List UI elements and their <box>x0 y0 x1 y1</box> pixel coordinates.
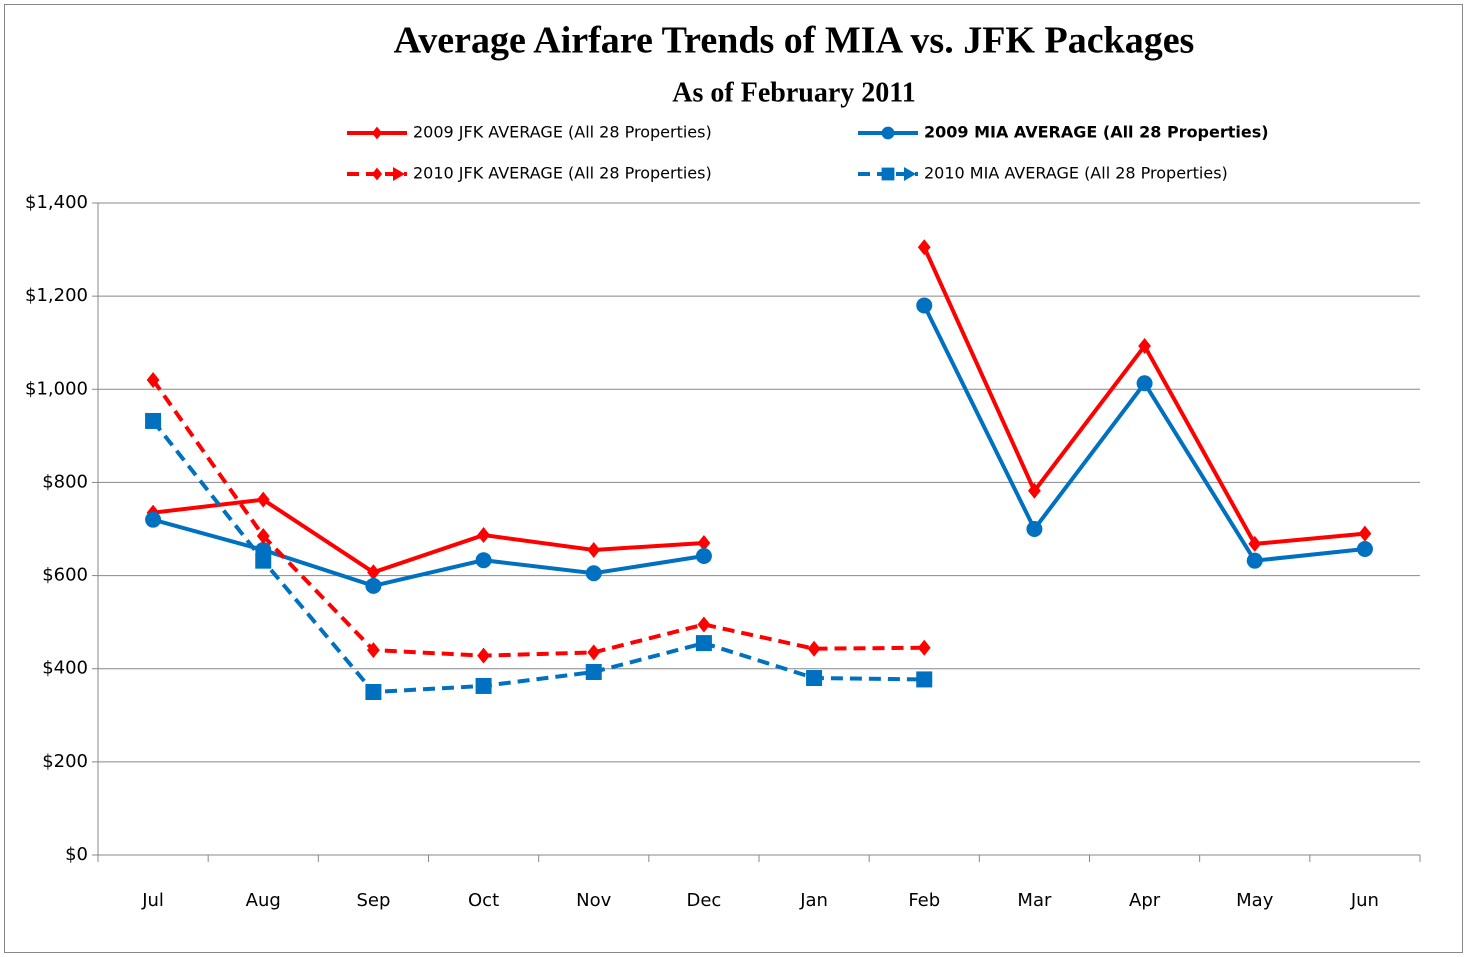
series-line <box>152 497 705 575</box>
x-tick-label: Dec <box>686 890 721 911</box>
marker <box>807 640 821 657</box>
legend-item: 2010 MIA AVERAGE (All 28 Properties) <box>858 164 1228 183</box>
marker <box>145 412 162 429</box>
marker <box>881 167 895 181</box>
x-tick-label: Sep <box>356 890 390 911</box>
marker <box>1248 535 1262 552</box>
y-tick-label: $0 <box>65 844 88 865</box>
marker <box>916 671 933 688</box>
series-line <box>151 378 925 658</box>
series <box>145 297 1373 594</box>
marker <box>1136 375 1153 392</box>
y-tick-label: $600 <box>42 565 88 586</box>
marker <box>371 126 383 140</box>
marker <box>256 491 270 508</box>
marker <box>146 371 160 388</box>
series <box>146 371 931 664</box>
x-tick-label: May <box>1236 890 1274 911</box>
series-line <box>151 419 925 695</box>
marker <box>881 126 895 140</box>
chart-title: Average Airfare Trends of MIA vs. JFK Pa… <box>394 20 1195 62</box>
legend-item: 2009 JFK AVERAGE (All 28 Properties) <box>347 123 712 142</box>
marker <box>917 239 931 256</box>
legend-item: 2009 MIA AVERAGE (All 28 Properties) <box>858 123 1269 142</box>
marker <box>255 552 272 569</box>
marker <box>367 564 380 581</box>
marker <box>1026 521 1043 537</box>
legend-arrow <box>904 167 916 181</box>
marker <box>477 527 490 544</box>
marker <box>475 677 492 694</box>
marker <box>367 642 380 659</box>
marker <box>916 297 933 314</box>
x-tick-label: Aug <box>246 890 281 911</box>
marker <box>371 167 383 181</box>
x-tick-label: Mar <box>1017 890 1052 911</box>
marker <box>585 565 602 582</box>
marker <box>697 616 711 633</box>
series-line <box>152 517 705 588</box>
marker <box>256 527 270 544</box>
marker <box>1356 541 1373 558</box>
y-tick-label: $1,400 <box>25 192 88 213</box>
marker <box>917 639 931 656</box>
marker <box>145 511 162 528</box>
marker <box>695 548 712 565</box>
marker <box>475 552 492 569</box>
marker <box>806 670 823 687</box>
x-tick-label: Jun <box>1350 890 1379 911</box>
legend-label: 2009 MIA AVERAGE (All 28 Properties) <box>924 123 1269 142</box>
x-tick-label: Apr <box>1129 890 1161 911</box>
x-tick-label: Jan <box>799 890 828 911</box>
legend-label: 2010 JFK AVERAGE (All 28 Properties) <box>413 164 712 183</box>
x-tick-label: Nov <box>576 890 611 911</box>
legend-label: 2010 MIA AVERAGE (All 28 Properties) <box>924 164 1228 183</box>
marker <box>365 577 382 594</box>
marker <box>1138 337 1151 354</box>
marker <box>585 663 602 680</box>
marker <box>697 534 711 551</box>
marker <box>1246 552 1263 569</box>
legend-item: 2010 JFK AVERAGE (All 28 Properties) <box>347 164 712 183</box>
y-tick-label: $200 <box>42 751 88 772</box>
legend-label: 2009 JFK AVERAGE (All 28 Properties) <box>413 123 712 142</box>
y-tick-label: $1,200 <box>25 285 88 306</box>
marker <box>587 541 601 558</box>
y-tick-label: $400 <box>42 658 88 679</box>
series <box>145 412 933 700</box>
legend-arrow <box>393 167 405 181</box>
marker <box>1028 482 1041 499</box>
x-tick-label: Oct <box>468 890 499 911</box>
y-tick-label: $800 <box>42 471 88 492</box>
marker <box>695 635 712 652</box>
series <box>146 239 1372 581</box>
marker <box>1358 525 1372 542</box>
y-tick-label: $1,000 <box>25 378 88 399</box>
chart-subtitle: As of February 2011 <box>672 77 915 108</box>
marker <box>477 647 490 664</box>
marker <box>365 684 382 700</box>
x-tick-label: Feb <box>908 890 940 911</box>
marker <box>587 644 601 661</box>
x-tick-label: Jul <box>141 890 164 911</box>
